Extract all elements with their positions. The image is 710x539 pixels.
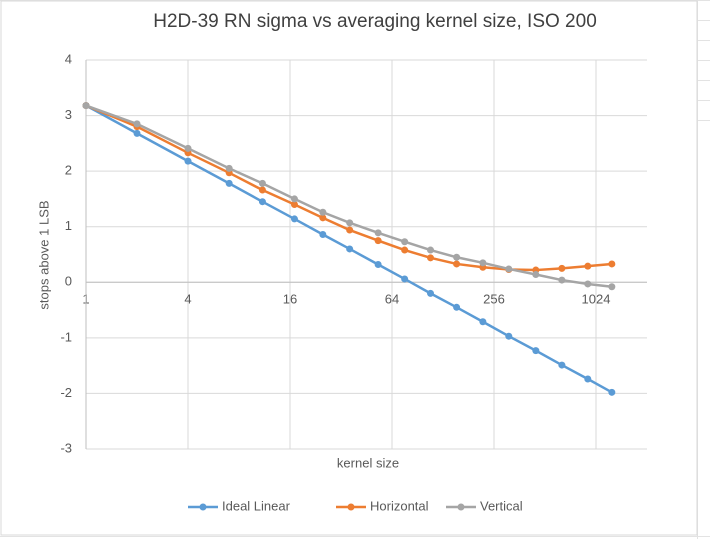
data-point bbox=[608, 260, 616, 268]
data-point bbox=[453, 303, 461, 311]
legend-marker bbox=[347, 503, 355, 511]
y-axis-label: stops above 1 LSB bbox=[36, 200, 51, 309]
data-point bbox=[532, 271, 540, 279]
x-tick-label: 64 bbox=[385, 292, 399, 307]
x-tick-label: 1024 bbox=[582, 292, 611, 307]
data-point bbox=[584, 262, 592, 270]
data-point bbox=[374, 261, 382, 269]
data-point bbox=[584, 280, 592, 288]
data-point bbox=[532, 347, 540, 355]
x-tick-label: 16 bbox=[283, 292, 297, 307]
legend-marker bbox=[199, 503, 207, 511]
data-point bbox=[453, 253, 461, 261]
data-point bbox=[290, 215, 298, 223]
data-point bbox=[608, 283, 616, 291]
y-tick-label: 3 bbox=[65, 107, 72, 122]
data-point bbox=[319, 230, 327, 238]
data-point bbox=[319, 214, 327, 222]
x-tick-label: 256 bbox=[483, 292, 505, 307]
data-point bbox=[558, 264, 566, 272]
data-point bbox=[319, 208, 327, 216]
data-point bbox=[401, 275, 409, 283]
data-point bbox=[558, 361, 566, 369]
y-tick-label: -3 bbox=[60, 440, 72, 455]
data-point bbox=[426, 289, 434, 297]
legend-label: Vertical bbox=[480, 498, 523, 513]
y-tick-label: 1 bbox=[65, 218, 72, 233]
data-point bbox=[346, 219, 354, 227]
data-point bbox=[290, 200, 298, 208]
data-point bbox=[479, 318, 487, 326]
data-point bbox=[608, 388, 616, 396]
data-point bbox=[401, 246, 409, 254]
data-point bbox=[225, 179, 233, 187]
x-axis-label: kernel size bbox=[337, 455, 399, 470]
legend-marker bbox=[457, 503, 465, 511]
data-point bbox=[426, 254, 434, 262]
data-point bbox=[453, 260, 461, 268]
data-point bbox=[225, 164, 233, 172]
data-point bbox=[133, 120, 141, 128]
data-point bbox=[505, 332, 513, 340]
chart-title: H2D-39 RN sigma vs averaging kernel size… bbox=[153, 11, 597, 32]
data-point bbox=[374, 237, 382, 245]
data-point bbox=[184, 144, 192, 152]
data-point bbox=[584, 375, 592, 383]
data-point bbox=[426, 246, 434, 254]
series-line bbox=[85, 104, 612, 288]
data-point bbox=[401, 238, 409, 246]
data-point bbox=[82, 102, 90, 110]
data-point bbox=[184, 157, 192, 165]
data-point bbox=[346, 226, 354, 234]
data-point bbox=[258, 198, 266, 206]
series-line bbox=[85, 104, 612, 272]
data-point bbox=[505, 265, 513, 273]
data-point bbox=[374, 229, 382, 237]
y-tick-label: 2 bbox=[65, 163, 72, 178]
y-tick-label: -2 bbox=[60, 385, 72, 400]
legend-label: Ideal Linear bbox=[222, 498, 291, 513]
legend-label: Horizontal bbox=[370, 498, 429, 513]
data-point bbox=[558, 276, 566, 284]
series-line bbox=[85, 104, 613, 394]
data-point bbox=[346, 245, 354, 253]
y-tick-label: 0 bbox=[65, 274, 72, 289]
data-point bbox=[258, 186, 266, 194]
data-point bbox=[258, 179, 266, 187]
data-point bbox=[479, 259, 487, 267]
x-tick-label: 4 bbox=[184, 292, 191, 307]
y-tick-label: -1 bbox=[60, 329, 72, 344]
y-tick-label: 4 bbox=[65, 51, 72, 66]
data-point bbox=[290, 195, 298, 203]
data-point bbox=[133, 129, 141, 137]
